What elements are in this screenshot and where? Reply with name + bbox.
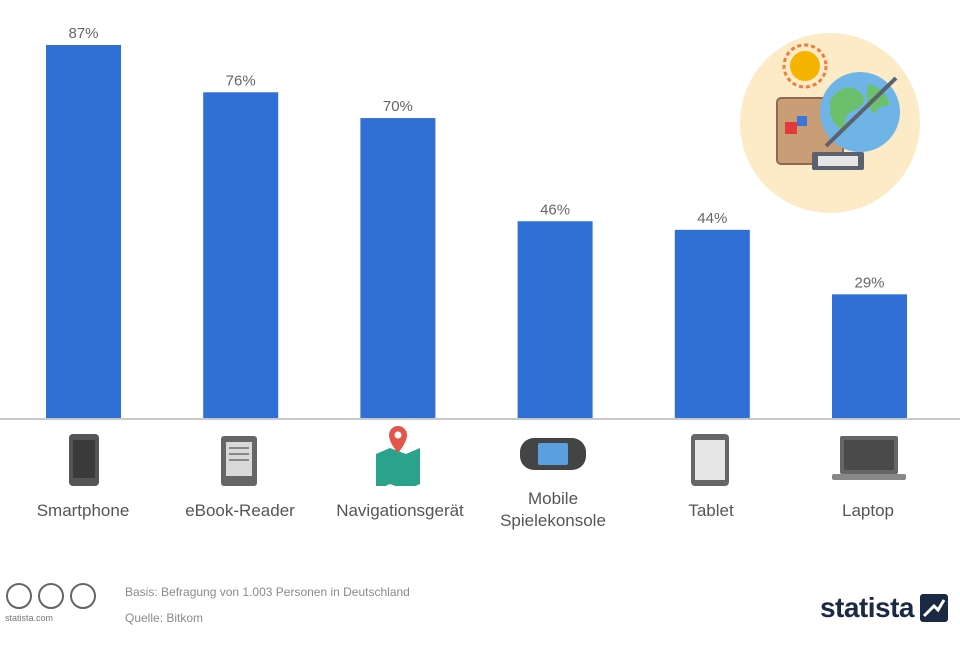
value-label-4: 44% — [697, 210, 727, 227]
game-console-icon — [520, 438, 586, 470]
category-label-ebook-reader: eBook-Reader — [185, 501, 295, 520]
tablet-icon — [691, 434, 729, 486]
value-label-3: 46% — [540, 201, 570, 218]
value-label-2: 70% — [383, 98, 413, 115]
sun-icon — [782, 43, 828, 89]
category-label-smartphone: Smartphone — [36, 501, 130, 520]
brand-name: statista — [819, 592, 915, 623]
bar-3 — [517, 221, 593, 419]
bar-0 — [46, 45, 121, 419]
statista-logo: statista — [820, 592, 948, 624]
bar-5 — [832, 294, 907, 419]
footer-source: Quelle: Bitkom — [125, 611, 204, 625]
footer-base-note: Basis: Befragung von 1.003 Personen in D… — [125, 585, 410, 599]
category-label-navigationsgeraet: Navigationsgerät — [336, 501, 464, 520]
license-url: statista.com — [5, 613, 54, 623]
category-label-tablet: Tablet — [688, 501, 734, 520]
value-labels-group: 87% 76% 70% 46% 44% 29% — [68, 25, 884, 291]
statista-logo-icon — [920, 594, 948, 622]
category-label-mobile-spielekonsole: Mobile Spielekonsole — [500, 489, 606, 530]
ebook-reader-icon — [221, 436, 257, 486]
value-label-1: 76% — [226, 72, 256, 89]
bars-group — [46, 45, 907, 420]
value-label-0: 87% — [68, 25, 98, 42]
cc-license-icons — [5, 582, 105, 615]
creative-commons-icon — [6, 583, 96, 609]
bar-2 — [360, 118, 436, 420]
navigation-pin-icon — [376, 426, 420, 486]
globe-icon — [812, 72, 900, 170]
travel-illustration — [740, 33, 920, 213]
category-label-laptop: Laptop — [842, 501, 894, 520]
bar-4 — [674, 229, 750, 419]
bar-1 — [203, 92, 279, 419]
laptop-icon — [832, 436, 906, 480]
value-label-5: 29% — [854, 274, 884, 291]
smartphone-icon — [69, 434, 99, 486]
